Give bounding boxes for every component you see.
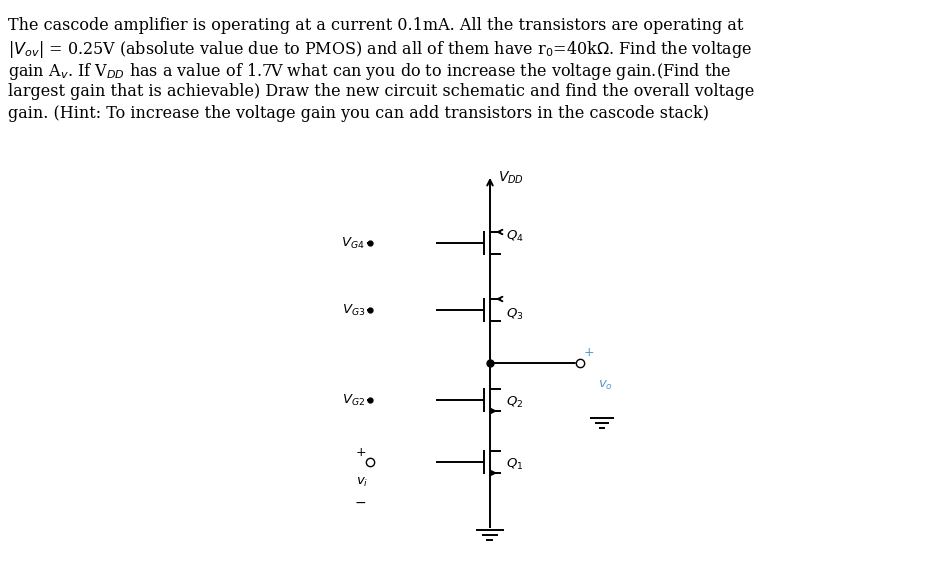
- Text: $Q_4$: $Q_4$: [506, 229, 524, 244]
- Text: $Q_2$: $Q_2$: [506, 395, 523, 410]
- Text: largest gain that is achievable) Draw the new circuit schematic and find the ove: largest gain that is achievable) Draw th…: [8, 83, 755, 100]
- Text: The cascode amplifier is operating at a current 0.1mA. All the transistors are o: The cascode amplifier is operating at a …: [8, 17, 743, 34]
- Text: +: +: [584, 346, 594, 360]
- Text: $v_o$: $v_o$: [598, 378, 613, 392]
- Text: $V_{G3}$: $V_{G3}$: [341, 303, 365, 318]
- Text: +: +: [356, 445, 366, 458]
- Text: $Q_3$: $Q_3$: [506, 307, 523, 322]
- Text: $-$: $-$: [354, 495, 366, 509]
- Text: gain A$_v$. If V$_{DD}$ has a value of 1.7V what can you do to increase the volt: gain A$_v$. If V$_{DD}$ has a value of 1…: [8, 61, 732, 82]
- Text: gain. (Hint: To increase the voltage gain you can add transistors in the cascode: gain. (Hint: To increase the voltage gai…: [8, 105, 709, 122]
- Text: $V_{G4}$: $V_{G4}$: [341, 236, 365, 251]
- Text: $v_i$: $v_i$: [356, 476, 368, 489]
- Text: |$V_{ov}$| = 0.25V (absolute value due to PMOS) and all of them have r$_0$=40k$\: |$V_{ov}$| = 0.25V (absolute value due t…: [8, 39, 753, 60]
- Text: $V_{DD}$: $V_{DD}$: [498, 170, 524, 186]
- Text: $Q_1$: $Q_1$: [506, 456, 523, 472]
- Text: $V_{G2}$: $V_{G2}$: [342, 392, 365, 408]
